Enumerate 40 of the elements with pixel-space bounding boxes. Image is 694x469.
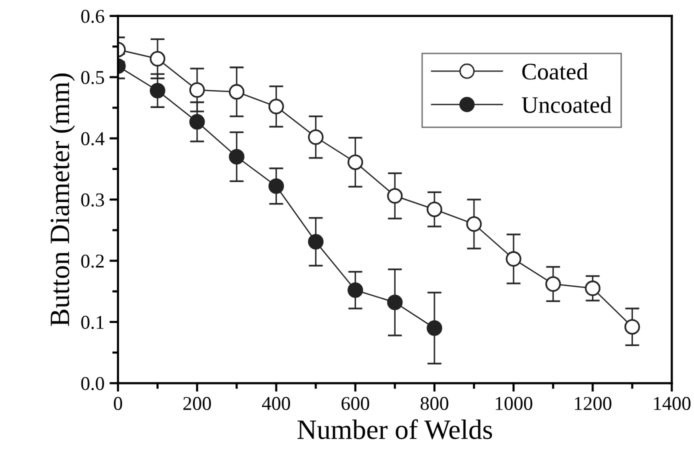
x-axis-title: Number of Welds [298,419,492,440]
point [308,234,324,250]
x-tick-label: 0 [114,396,122,410]
x-tick-label: 600 [342,396,370,410]
point [189,82,205,98]
y-tick-label: 0.1 [81,316,104,329]
x-tick-label: 200 [183,396,211,410]
legend-label: Coated [522,63,588,80]
point [348,282,364,298]
y-tick-label: 0.5 [81,70,104,84]
point [348,154,364,170]
point [150,82,166,98]
y-tick-label: 0.3 [81,193,104,207]
y-tick-label: 0.0 [81,376,104,390]
y-tick-label: 0.6 [81,10,104,23]
point [545,276,561,292]
y-tick-label: 0.4 [81,132,104,146]
point [308,129,324,145]
x-tick-label: 400 [262,396,290,410]
point [466,216,482,232]
point [150,51,166,67]
point [506,251,522,267]
legend-label: Uncoated [522,96,612,114]
x-tick-label: 1000 [496,396,532,410]
x-tick-label: 800 [420,396,448,410]
x-tick-label: 1400 [654,396,690,410]
point [426,202,442,218]
point [426,320,442,336]
point [228,84,244,100]
point [387,294,403,310]
x-tick-label: 1200 [574,396,612,410]
point [268,178,284,194]
point [387,188,403,204]
y-axis-title: Button Diameter (mm) [50,73,75,326]
point [189,114,205,130]
point [624,319,640,335]
point [228,148,244,164]
y-tick-label: 0.2 [81,254,104,268]
point [268,98,284,114]
point [584,280,600,296]
